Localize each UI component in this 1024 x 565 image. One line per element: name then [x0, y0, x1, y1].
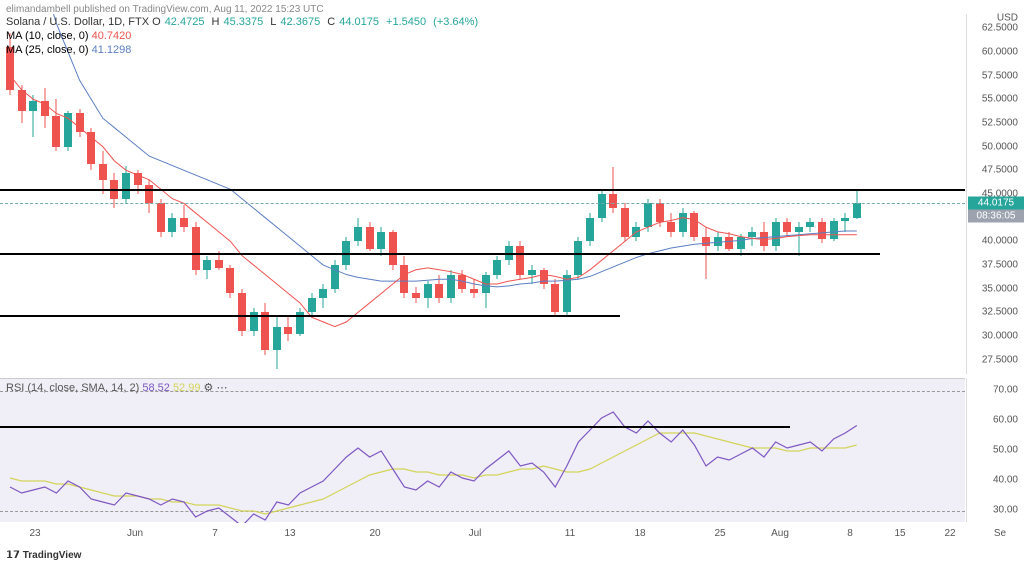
horizontal-line[interactable]: [0, 315, 620, 317]
price-tick: 30.0000: [982, 331, 1018, 342]
rsi-tick: 30.00: [993, 505, 1018, 516]
rsi-axis[interactable]: 70.00 60.00 50.00 40.00 30.00: [966, 378, 1024, 522]
gear-icon[interactable]: ⚙: [204, 382, 214, 394]
more-icon[interactable]: ⋯: [216, 382, 227, 394]
price-tick: 50.0000: [982, 141, 1018, 152]
price-tick: 57.5000: [982, 70, 1018, 81]
time-tick: 13: [284, 528, 295, 539]
ma10-value: 40.7420: [92, 30, 132, 42]
ma25-legend: MA (25, close, 0) 41.1298: [6, 44, 131, 56]
time-tick: 22: [944, 528, 955, 539]
horizontal-line[interactable]: [0, 189, 965, 191]
ohlc-readout: O 42.4725 H45.3375 L 42.3675 C 44.0175 +1.5…: [152, 16, 482, 28]
chart-header: Solana / U.S. Dollar, 1D, FTX O 42.4725 H…: [6, 16, 482, 28]
rsi-tick: 60.00: [993, 415, 1018, 426]
time-tick: 20: [369, 528, 380, 539]
time-axis[interactable]: 23Jun71320Jul111825Aug81522Se: [0, 524, 965, 548]
current-price-badge: 44.0175: [968, 197, 1024, 210]
change-pct: (+3.64%): [433, 16, 478, 28]
horizontal-line[interactable]: [0, 253, 880, 255]
price-chart[interactable]: [0, 14, 965, 374]
rsi-panel[interactable]: RSI (14, close, SMA, 14, 2) 58.52 52.99 …: [0, 378, 965, 522]
countdown-badge: 08:36:05: [968, 210, 1024, 223]
time-tick: Jun: [127, 528, 143, 539]
time-tick: 15: [894, 528, 905, 539]
ma10-label: MA (10, close, 0): [6, 30, 89, 42]
ma10-legend: MA (10, close, 0) 40.7420: [6, 30, 131, 42]
price-tick: 60.0000: [982, 46, 1018, 57]
rsi-horizontal-line[interactable]: [0, 426, 790, 428]
price-tick: 27.5000: [982, 354, 1018, 365]
time-tick: Jul: [469, 528, 482, 539]
h-value: 45.3375: [223, 16, 263, 28]
time-tick: 18: [634, 528, 645, 539]
o-label: O: [152, 16, 161, 28]
l-label: L: [270, 16, 276, 28]
c-label: C: [327, 16, 335, 28]
rsi-tick: 70.00: [993, 385, 1018, 396]
o-value: 42.4725: [165, 16, 205, 28]
price-tick: 32.5000: [982, 307, 1018, 318]
rsi-value-2: 52.99: [173, 382, 201, 394]
price-tick: 37.5000: [982, 260, 1018, 271]
change-value: +1.5450: [386, 16, 426, 28]
current-price-line: [0, 203, 965, 204]
ma25-value: 41.1298: [92, 44, 132, 56]
price-tick: 52.5000: [982, 117, 1018, 128]
h-label: H: [212, 16, 220, 28]
price-tick: 35.0000: [982, 283, 1018, 294]
price-tick: 40.0000: [982, 236, 1018, 247]
rsi-label: RSI (14, close, SMA, 14, 2): [6, 382, 139, 394]
time-tick: 7: [212, 528, 218, 539]
ma25-label: MA (25, close, 0): [6, 44, 89, 56]
time-tick: 25: [714, 528, 725, 539]
price-tick: 55.0000: [982, 94, 1018, 105]
tradingview-logo[interactable]: 𝟭𝟳 TradingView: [6, 550, 81, 561]
rsi-legend: RSI (14, close, SMA, 14, 2) 58.52 52.99 …: [6, 381, 227, 394]
symbol-title[interactable]: Solana / U.S. Dollar, 1D, FTX: [6, 16, 149, 28]
time-tick: 23: [29, 528, 40, 539]
c-value: 44.0175: [339, 16, 379, 28]
rsi-tick: 50.00: [993, 445, 1018, 456]
time-tick: Se: [994, 528, 1006, 539]
rsi-tick: 40.00: [993, 475, 1018, 486]
price-tick: 62.5000: [982, 23, 1018, 34]
rsi-band: [0, 511, 965, 512]
time-tick: 8: [847, 528, 853, 539]
l-value: 42.3675: [280, 16, 320, 28]
time-tick: 11: [565, 528, 575, 539]
price-axis[interactable]: USD62.500060.000057.500055.000052.500050…: [966, 14, 1024, 374]
watermark-text: elimandambell published on TradingView.c…: [6, 4, 324, 15]
time-tick: Aug: [771, 528, 789, 539]
price-tick: 47.5000: [982, 165, 1018, 176]
rsi-value-1: 58.52: [142, 382, 170, 394]
